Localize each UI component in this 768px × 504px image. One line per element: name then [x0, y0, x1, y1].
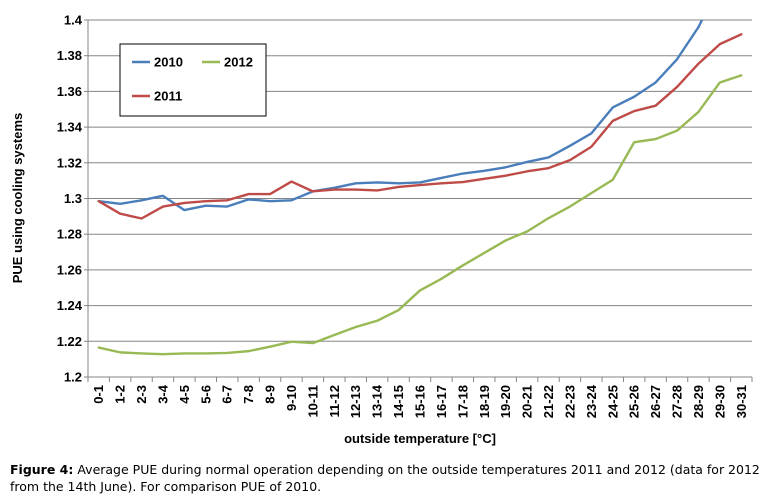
- y-tick-label: 1.4: [64, 13, 83, 28]
- y-tick-label: 1.3: [64, 191, 82, 206]
- x-tick-label: 10-11: [305, 385, 320, 418]
- x-tick-label: 9-10: [284, 385, 299, 411]
- legend-label-2010: 2010: [154, 55, 183, 70]
- y-tick-label: 1.36: [57, 84, 82, 99]
- x-tick-label: 24-25: [605, 385, 620, 418]
- x-tick-label: 4-5: [177, 385, 192, 404]
- x-tick-label: 17-18: [455, 385, 470, 418]
- figure-caption-label: Figure 4:: [10, 462, 74, 477]
- y-tick-label: 1.26: [57, 262, 82, 277]
- series-line-2011: [97, 33, 743, 220]
- x-tick-label: 20-21: [520, 385, 535, 418]
- y-tick-label: 1.34: [57, 120, 83, 135]
- x-tick-label: 23-24: [584, 384, 599, 418]
- legend: 2010 2012 2011: [119, 43, 267, 117]
- pue-line-chart: 1.2 1.22 1.24 1.26 1.28 1.3 1.32 1.34 1.36 1.38 1.…: [10, 13, 753, 446]
- x-tick-label: 2-3: [134, 385, 149, 404]
- x-tick-label: 7-8: [241, 385, 256, 404]
- x-tick-label: 5-6: [198, 385, 213, 404]
- x-tick-label: 13-14: [370, 384, 385, 418]
- x-tick-label: 16-17: [434, 385, 449, 418]
- x-tick-label: 25-26: [627, 385, 642, 418]
- x-tick-label: 29-30: [712, 385, 727, 418]
- series-line-2012: [97, 74, 743, 356]
- y-tick-label: 1.28: [57, 227, 82, 242]
- axes: [84, 19, 753, 382]
- y-tick-label: 1.22: [57, 334, 82, 349]
- y-axis-title: PUE using cooling systems: [10, 113, 25, 284]
- x-tick-labels: 0-1 1-2 2-3 3-4 4-5 5-6 6-7 7-8 8-9 9-10 10-11 11-1…: [91, 384, 749, 418]
- legend-label-2011: 2011: [154, 89, 182, 104]
- x-tick-label: 1-2: [113, 385, 128, 404]
- gridlines: [88, 19, 752, 342]
- x-tick-label: 14-15: [391, 385, 406, 418]
- legend-label-2012: 2012: [224, 55, 253, 70]
- series-line-2010: [97, 20, 704, 212]
- x-tick-label: 18-19: [477, 385, 492, 418]
- y-tick-label: 1.2: [64, 370, 82, 385]
- x-tick-label: 27-28: [670, 385, 685, 418]
- x-axis-title: outside temperature [°C]: [344, 431, 496, 446]
- y-tick-labels: 1.2 1.22 1.24 1.26 1.28 1.3 1.32 1.34 1.36 1.38 1.…: [57, 13, 83, 385]
- x-tick-label: 0-1: [91, 385, 106, 404]
- x-tick-label: 8-9: [263, 385, 278, 404]
- x-tick-label: 21-22: [541, 385, 556, 418]
- series-lines: [97, 20, 743, 356]
- x-tick-label: 15-16: [413, 385, 428, 418]
- x-tick-label: 6-7: [220, 385, 235, 404]
- x-tick-label: 11-12: [327, 385, 342, 418]
- figure-caption: Figure 4: Average PUE during normal oper…: [10, 461, 760, 495]
- x-tick-label: 12-13: [348, 385, 363, 418]
- x-tick-label: 22-23: [562, 385, 577, 418]
- x-tick-label: 26-27: [648, 385, 663, 418]
- x-tick-label: 19-20: [498, 385, 513, 418]
- legend-box: [119, 43, 267, 117]
- figure-caption-text: Average PUE during normal operation depe…: [10, 462, 760, 494]
- y-tick-label: 1.38: [57, 48, 82, 63]
- x-tick-label: 30-31: [734, 385, 749, 418]
- x-tick-label: 3-4: [155, 384, 170, 404]
- y-tick-label: 1.32: [57, 155, 82, 170]
- y-tick-label: 1.24: [57, 298, 83, 313]
- x-tick-label: 28-29: [691, 385, 706, 418]
